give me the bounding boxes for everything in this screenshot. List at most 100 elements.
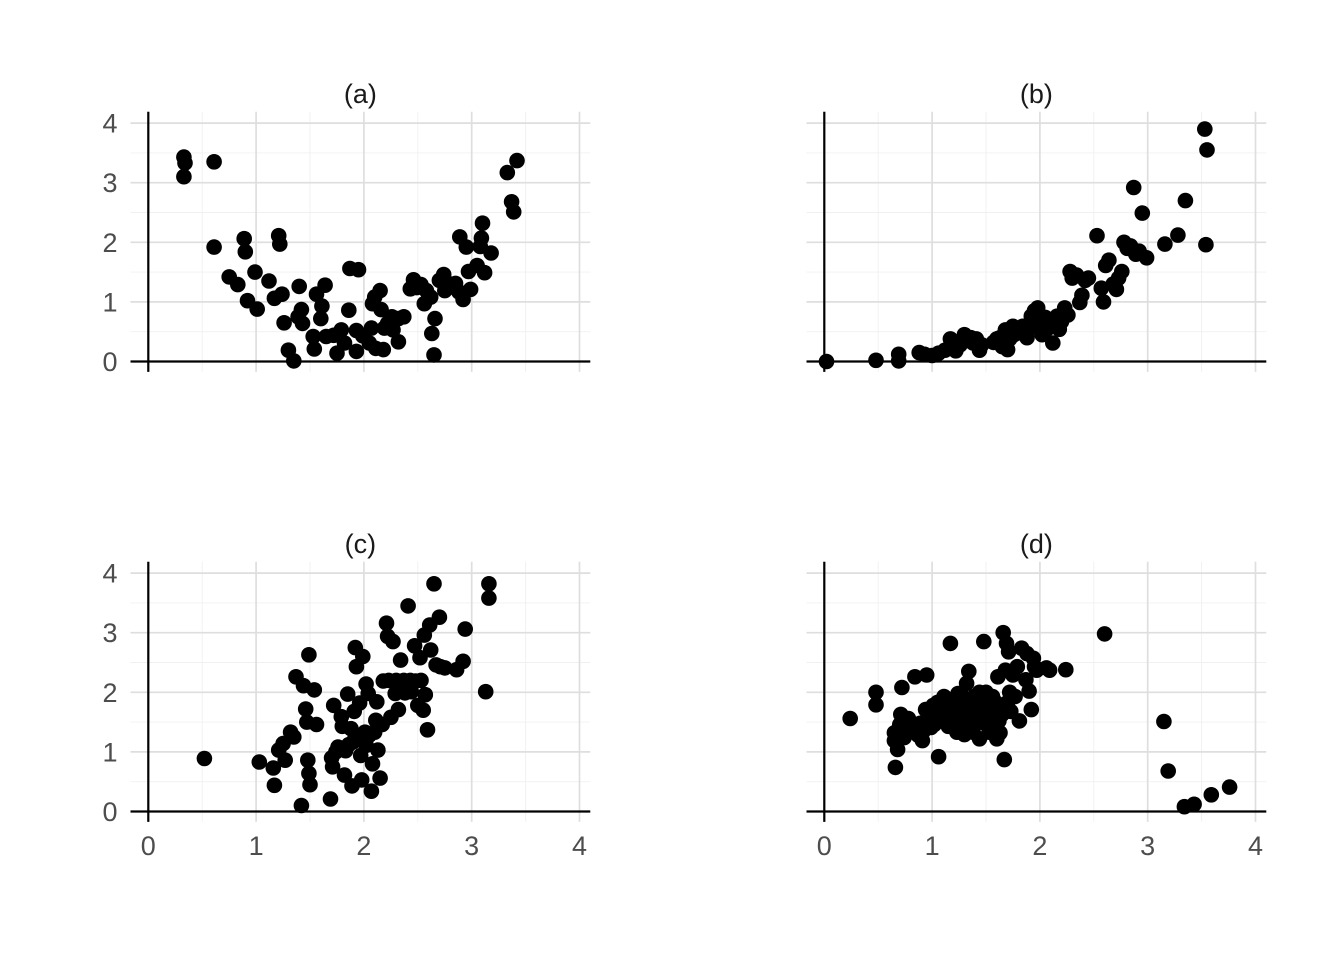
data-point	[206, 154, 222, 170]
data-point	[1096, 626, 1113, 642]
data-point	[301, 647, 317, 663]
data-point	[1045, 335, 1061, 351]
panel-b: (b)	[806, 79, 1267, 372]
data-point	[505, 204, 522, 220]
data-point	[363, 783, 380, 799]
data-point	[300, 752, 316, 768]
x-tick-label: 3	[1140, 831, 1155, 861]
data-point	[370, 742, 386, 758]
data-point	[1221, 779, 1238, 795]
data-point	[1023, 701, 1040, 718]
panel-c: 0 1 2 3 4 0 1 2 3 4 (c)	[102, 529, 591, 861]
data-point	[419, 722, 436, 738]
data-point	[249, 301, 265, 317]
panel-title-b: (b)	[1020, 79, 1053, 109]
data-point	[306, 341, 323, 357]
data-point	[1160, 763, 1176, 779]
data-point	[251, 754, 268, 770]
data-point	[422, 289, 439, 305]
data-point	[276, 315, 292, 331]
data-point	[237, 244, 254, 260]
data-point	[868, 352, 884, 369]
data-point	[308, 716, 325, 733]
data-point	[305, 328, 322, 345]
data-point	[324, 759, 341, 775]
y-tick-label: 4	[102, 559, 117, 589]
data-point	[987, 694, 1004, 711]
data-point	[177, 155, 193, 171]
data-point	[477, 683, 494, 700]
data-point	[348, 343, 365, 360]
data-point	[363, 320, 380, 336]
data-point	[333, 322, 350, 338]
data-point	[426, 576, 442, 592]
data-point	[369, 694, 385, 710]
data-point	[868, 697, 884, 713]
data-point	[390, 701, 407, 718]
data-point	[385, 633, 401, 650]
data-point	[314, 298, 330, 314]
y-tick-label: 2	[102, 678, 117, 708]
data-point	[426, 347, 442, 363]
data-points	[196, 576, 497, 814]
data-point	[350, 261, 367, 278]
x-tick-label: 2	[356, 831, 371, 861]
x-tick-label: 1	[249, 831, 264, 861]
data-point	[1134, 205, 1151, 221]
data-point	[1186, 796, 1202, 813]
data-point	[973, 337, 990, 353]
y-tick-label: 0	[102, 797, 117, 827]
data-point	[286, 729, 302, 745]
data-point	[277, 752, 294, 768]
data-point	[297, 701, 314, 717]
x-tick-label: 4	[1248, 831, 1263, 861]
data-point	[996, 751, 1013, 768]
data-point	[396, 309, 412, 325]
data-point	[230, 276, 246, 293]
data-point	[427, 310, 443, 327]
panel-title-c: (c)	[345, 529, 376, 559]
data-point	[894, 679, 910, 696]
data-point	[301, 765, 317, 782]
data-point	[1125, 179, 1142, 196]
data-point	[992, 725, 1008, 741]
data-point	[458, 239, 475, 255]
panel-a: 0 1 2 3 4 (a)	[102, 79, 591, 377]
data-point	[291, 278, 308, 295]
data-point	[265, 760, 282, 776]
data-point	[1021, 683, 1037, 699]
data-point	[400, 598, 416, 614]
data-point	[481, 576, 497, 592]
y-tick-label: 1	[102, 287, 117, 317]
data-point	[1095, 294, 1112, 310]
data-point	[176, 168, 192, 185]
data-point	[375, 341, 392, 358]
data-point	[306, 682, 323, 698]
data-point	[372, 770, 388, 786]
data-point	[460, 263, 477, 280]
data-point	[890, 353, 907, 369]
data-point	[455, 291, 471, 308]
data-point	[424, 325, 440, 342]
data-point	[322, 791, 339, 807]
data-point	[509, 152, 525, 169]
x-tick-label: 0	[141, 831, 156, 861]
data-point	[422, 642, 439, 658]
x-tick-label: 2	[1032, 831, 1047, 861]
data-point	[336, 335, 353, 351]
x-tick-label: 1	[925, 831, 940, 861]
data-point	[499, 164, 516, 181]
data-point	[325, 697, 342, 714]
data-point	[378, 615, 395, 631]
data-point	[1198, 236, 1214, 253]
data-point	[339, 686, 356, 702]
data-point	[457, 621, 474, 637]
data-point	[247, 264, 263, 280]
data-point	[1074, 287, 1090, 304]
data-point	[907, 669, 923, 685]
data-point	[942, 635, 959, 652]
data-point	[976, 633, 992, 650]
data-point	[481, 590, 497, 606]
data-point	[1060, 307, 1076, 323]
